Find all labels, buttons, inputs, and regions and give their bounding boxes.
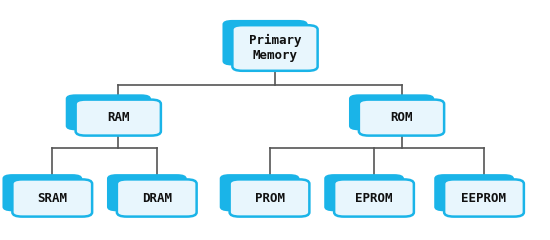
FancyBboxPatch shape: [349, 94, 434, 130]
FancyBboxPatch shape: [444, 180, 524, 216]
Text: Primary
Memory: Primary Memory: [249, 34, 301, 62]
FancyBboxPatch shape: [13, 180, 92, 216]
FancyBboxPatch shape: [230, 180, 309, 216]
FancyBboxPatch shape: [324, 174, 404, 211]
Text: RAM: RAM: [107, 111, 129, 124]
FancyBboxPatch shape: [334, 180, 414, 216]
Text: EEPROM: EEPROM: [461, 192, 507, 204]
Text: DRAM: DRAM: [142, 192, 172, 204]
FancyBboxPatch shape: [359, 100, 444, 136]
FancyBboxPatch shape: [107, 174, 186, 211]
FancyBboxPatch shape: [232, 25, 318, 71]
FancyBboxPatch shape: [3, 174, 82, 211]
FancyBboxPatch shape: [66, 94, 151, 130]
FancyBboxPatch shape: [76, 100, 161, 136]
FancyBboxPatch shape: [219, 174, 299, 211]
Text: PROM: PROM: [255, 192, 284, 204]
Text: EPROM: EPROM: [355, 192, 393, 204]
FancyBboxPatch shape: [117, 180, 196, 216]
Text: SRAM: SRAM: [37, 192, 67, 204]
FancyBboxPatch shape: [222, 20, 308, 66]
FancyBboxPatch shape: [434, 174, 514, 211]
Text: ROM: ROM: [390, 111, 412, 124]
